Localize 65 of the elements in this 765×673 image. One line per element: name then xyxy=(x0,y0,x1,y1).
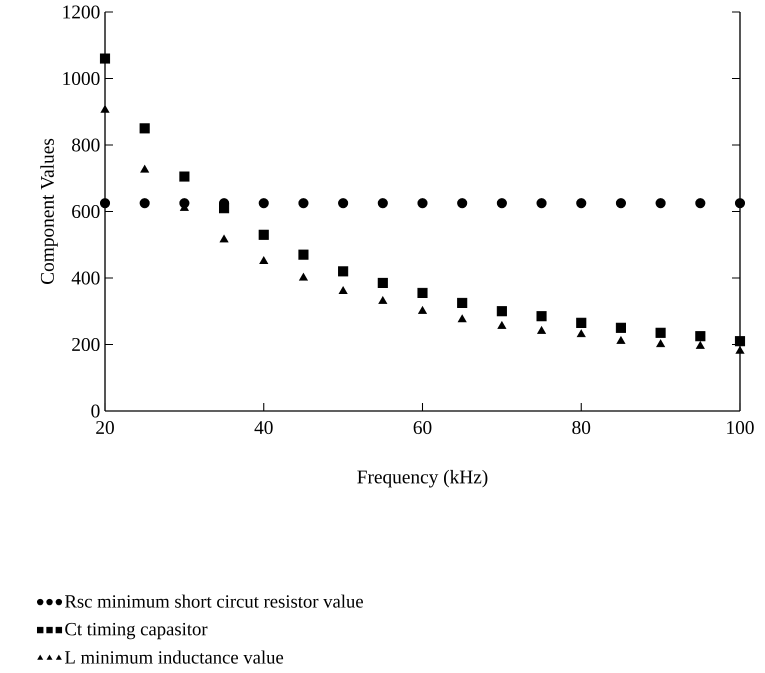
y-tick-label: 400 xyxy=(72,271,100,285)
point xyxy=(497,321,506,329)
point xyxy=(576,198,586,208)
point xyxy=(378,278,388,288)
point xyxy=(298,198,309,208)
x-tick-label: 60 xyxy=(414,421,432,434)
point xyxy=(258,198,269,208)
point xyxy=(258,230,269,240)
point xyxy=(536,311,547,322)
point xyxy=(736,346,744,354)
point xyxy=(656,339,666,348)
point xyxy=(140,198,150,208)
point xyxy=(378,296,388,304)
y-tick-label: 0 xyxy=(91,404,100,418)
y-tick-label: 1200 xyxy=(63,5,100,19)
point xyxy=(734,198,746,208)
point xyxy=(417,198,428,208)
x-tick-label: 80 xyxy=(572,421,590,434)
y-tick-label: 800 xyxy=(72,138,100,152)
legend-label: Ct timing capasitor xyxy=(65,622,208,640)
y-tick-label: 200 xyxy=(72,338,100,352)
point xyxy=(458,314,467,322)
point xyxy=(656,198,666,208)
x-tick-label: 40 xyxy=(254,421,273,434)
point xyxy=(537,326,546,334)
point xyxy=(338,198,348,208)
point xyxy=(259,256,268,264)
point xyxy=(338,286,348,294)
point xyxy=(695,331,706,342)
point xyxy=(616,198,626,208)
point xyxy=(457,298,468,308)
point xyxy=(298,250,309,260)
point xyxy=(496,306,507,316)
point xyxy=(100,198,110,208)
point xyxy=(218,203,230,214)
point xyxy=(378,198,388,208)
point xyxy=(696,341,705,349)
point xyxy=(576,329,586,338)
point xyxy=(140,164,150,173)
point xyxy=(220,234,228,242)
point xyxy=(695,198,706,208)
point xyxy=(576,318,586,328)
point xyxy=(457,198,468,208)
legend-label: Rsc minimum short circut resistor value xyxy=(65,594,363,608)
y-tick-label: 1000 xyxy=(63,72,100,86)
point xyxy=(536,198,547,208)
point xyxy=(100,53,110,64)
legend-label: L minimum inductance value xyxy=(65,650,284,664)
point xyxy=(417,288,428,298)
point xyxy=(299,272,308,281)
point xyxy=(616,336,626,344)
point xyxy=(100,105,110,113)
point xyxy=(179,172,190,182)
y-tick-label: 600 xyxy=(72,204,100,218)
point xyxy=(656,328,666,338)
point xyxy=(338,266,348,276)
point xyxy=(140,123,150,134)
x-tick-label: 20 xyxy=(96,421,114,434)
point xyxy=(496,198,507,208)
y-axis-title: Component Values xyxy=(40,138,58,284)
point xyxy=(734,336,746,346)
point xyxy=(616,322,626,333)
x-axis-title: Frequency (kHz) xyxy=(357,470,488,488)
x-tick-label: 100 xyxy=(727,421,754,434)
point xyxy=(418,306,427,314)
